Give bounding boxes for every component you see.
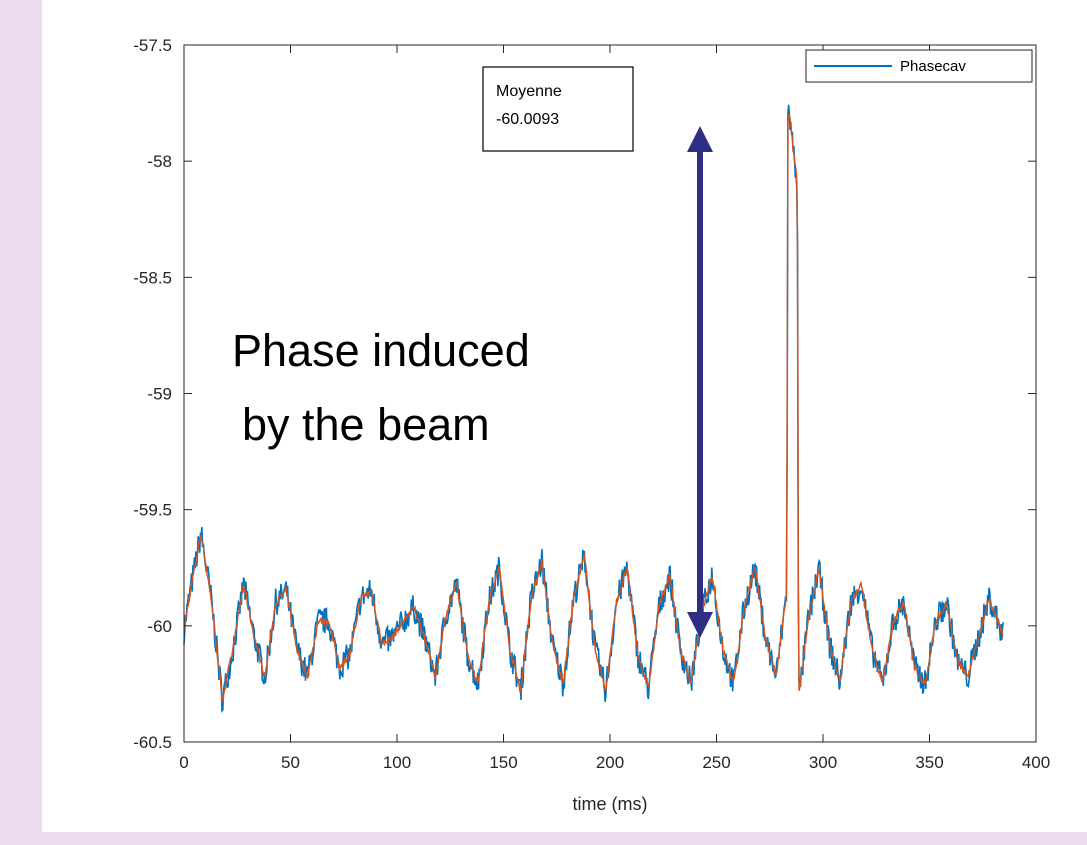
- x-axis-title: time (ms): [573, 794, 648, 814]
- annotation-line-1: Phase induced: [232, 325, 530, 376]
- mean-value: -60.0093: [496, 111, 559, 128]
- x-tick-label: 250: [702, 753, 730, 772]
- x-tick-label: 150: [489, 753, 517, 772]
- y-tick-label: -57.5: [133, 36, 172, 55]
- y-tick-label: -59.5: [133, 501, 172, 520]
- y-tick-label: -58.5: [133, 268, 172, 287]
- y-tick-label: -59: [147, 385, 172, 404]
- x-tick-label: 50: [281, 753, 300, 772]
- beam-arrow: [687, 126, 713, 638]
- y-tick-label: -60.5: [133, 733, 172, 752]
- phase-chart: 0 50 100 150 200 250 300 350 400 -57.5 -58 -58.5 -59…: [133, 36, 1050, 814]
- x-tick-label: 0: [179, 753, 188, 772]
- slide: 0 50 100 150 200 250 300 350 400 -57.5 -58 -58.5 -59…: [42, 0, 1087, 832]
- x-tick-label: 100: [383, 753, 411, 772]
- series-smoothed-line: [183, 113, 1004, 702]
- mean-label: Moyenne: [496, 83, 562, 100]
- annotation-line-2: by the beam: [242, 399, 490, 450]
- y-tick-label: -58: [147, 152, 172, 171]
- x-tick-label: 350: [915, 753, 943, 772]
- x-tick-label: 400: [1022, 753, 1050, 772]
- legend-entry-phasecav: Phasecav: [900, 58, 966, 75]
- y-tick-label: -60: [147, 617, 172, 636]
- mean-annotation-box: Moyenne -60.0093: [482, 66, 634, 152]
- ticks-layer: 0 50 100 150 200 250 300 350 400 -57.5 -58 -58.5 -59…: [133, 36, 1050, 772]
- x-tick-label: 200: [596, 753, 624, 772]
- x-tick-label: 300: [809, 753, 837, 772]
- legend: Phasecav: [805, 49, 1033, 83]
- series-layer: [183, 104, 1005, 713]
